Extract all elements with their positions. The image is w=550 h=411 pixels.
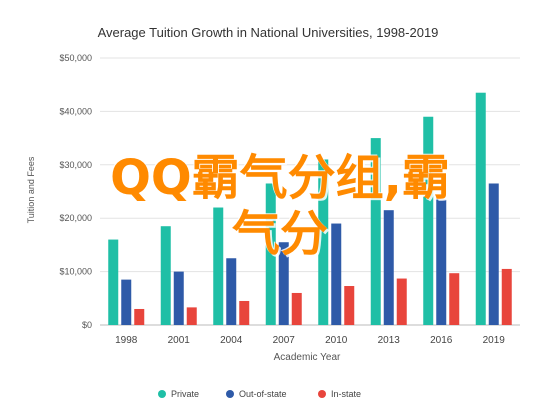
legend: Private Out-of-state In-state	[158, 389, 361, 399]
bar	[331, 223, 342, 325]
x-tick-label: 2010	[325, 335, 348, 346]
bar	[278, 242, 289, 325]
x-tick-label: 2001	[168, 335, 191, 346]
x-tick-label: 2019	[483, 335, 506, 346]
legend-label: Out-of-state	[239, 389, 287, 399]
chart-title: Average Tuition Growth in National Unive…	[98, 25, 439, 40]
bar	[318, 159, 329, 325]
y-tick-label: $30,000	[59, 160, 92, 170]
bar	[344, 286, 355, 325]
y-tick-label: $50,000	[59, 53, 92, 63]
bar	[173, 271, 184, 325]
bar	[436, 199, 447, 325]
bars	[108, 92, 512, 326]
y-tick-label: $0	[82, 320, 92, 330]
bar	[134, 308, 145, 325]
x-tick-label: 2007	[273, 335, 296, 346]
bar	[265, 183, 276, 325]
x-tick-labels: 1998 2001 2004 2007 2010 2013 2016 2019	[115, 335, 505, 346]
legend-marker	[318, 390, 326, 398]
bar	[475, 92, 486, 326]
bar	[370, 138, 381, 325]
legend-label: Private	[171, 389, 199, 399]
legend-label: In-state	[331, 389, 361, 399]
legend-marker	[158, 390, 166, 398]
bar	[291, 292, 302, 325]
x-axis-label: Academic Year	[274, 352, 341, 363]
y-tick-label: $40,000	[59, 106, 92, 116]
bar	[449, 273, 460, 325]
legend-item: In-state	[318, 389, 361, 399]
bar	[423, 116, 434, 326]
bar	[488, 183, 499, 325]
legend-item: Out-of-state	[226, 389, 287, 399]
y-axis-label: Tuition and Fees	[26, 156, 36, 223]
bar	[501, 268, 512, 325]
x-tick-label: 2004	[220, 335, 243, 346]
bar	[396, 278, 407, 325]
legend-item: Private	[158, 389, 199, 399]
bar	[239, 300, 250, 325]
x-tick-label: 1998	[115, 335, 138, 346]
bar	[186, 307, 197, 325]
y-tick-label: $20,000	[59, 213, 92, 223]
bar	[108, 239, 119, 325]
x-tick-label: 2013	[378, 335, 401, 346]
x-tick-label: 2016	[430, 335, 453, 346]
legend-marker	[226, 390, 234, 398]
y-tick-labels: $0 $10,000 $20,000 $30,000 $40,000 $50,000	[59, 53, 92, 330]
bar	[226, 258, 237, 325]
bar	[121, 279, 132, 325]
bar	[213, 207, 224, 325]
y-tick-label: $10,000	[59, 267, 92, 277]
bar	[160, 226, 171, 325]
bar	[383, 210, 394, 325]
